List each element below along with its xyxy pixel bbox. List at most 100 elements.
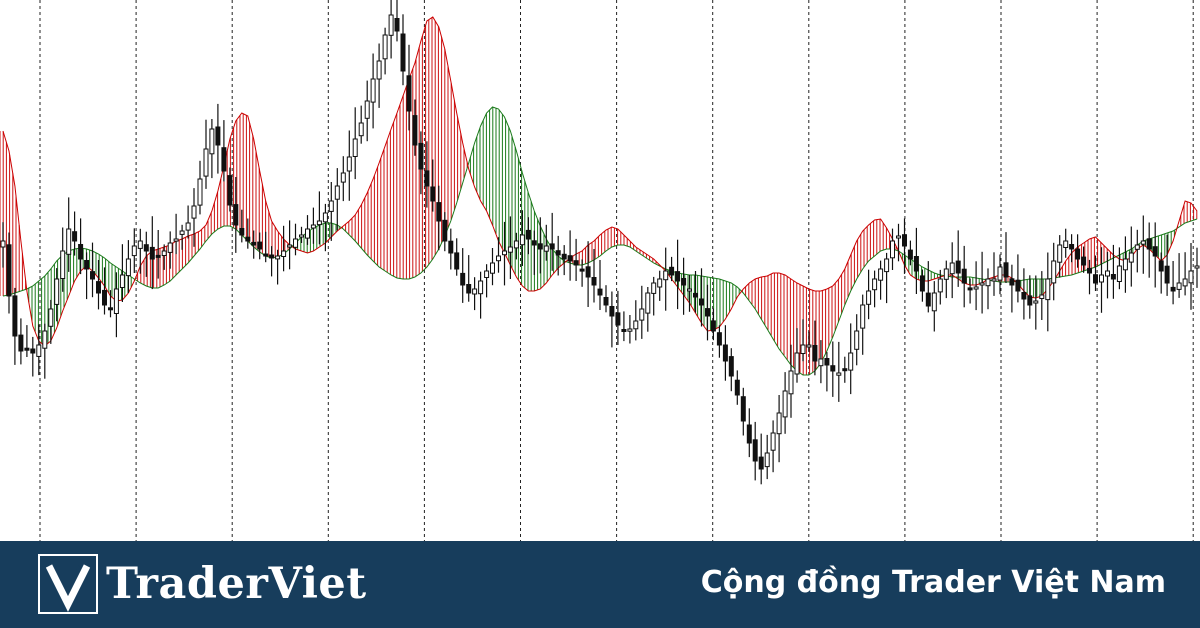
candle-body [54, 278, 60, 305]
candle [675, 239, 681, 310]
candle [36, 324, 42, 376]
candle-body [310, 224, 316, 229]
candle-body [287, 244, 293, 248]
candle [1140, 215, 1146, 274]
candle [722, 325, 728, 381]
candle-body [591, 277, 597, 286]
candle [979, 251, 985, 314]
candle [0, 222, 6, 268]
candle [424, 141, 430, 208]
candle-body [1152, 246, 1158, 257]
candle [1003, 232, 1009, 283]
candle-body [979, 282, 985, 286]
candle-body [961, 268, 967, 284]
candle-body [657, 278, 663, 288]
candle [633, 300, 639, 341]
candle-body [848, 352, 854, 371]
candle [209, 119, 215, 179]
candle [597, 260, 603, 310]
candle [1093, 255, 1098, 291]
candle-body [1122, 258, 1128, 271]
candle [561, 245, 567, 276]
candle-body [66, 228, 72, 255]
candle-body [824, 358, 830, 366]
candle [245, 218, 251, 249]
candle [257, 232, 263, 260]
candle [1105, 252, 1110, 299]
candle [364, 80, 370, 142]
candle-body [233, 204, 239, 226]
candle [848, 323, 854, 395]
candle [1057, 235, 1063, 278]
candle-body [818, 358, 824, 367]
candle-body [221, 147, 227, 172]
candle-body [949, 262, 955, 275]
candle-body [854, 330, 860, 350]
candle-body [251, 241, 257, 246]
candle [263, 231, 269, 263]
candle [251, 230, 257, 259]
candle [143, 231, 149, 277]
candle [346, 130, 352, 201]
candle [1069, 234, 1075, 263]
candle-body [466, 284, 472, 294]
candle [1182, 252, 1188, 296]
candle [6, 232, 12, 314]
logo[interactable]: TraderViet [38, 551, 367, 617]
candle-body [0, 240, 6, 248]
candle [663, 247, 669, 311]
candle [746, 408, 752, 458]
candle [1045, 252, 1051, 332]
candle-body [1134, 244, 1140, 250]
candle-body [907, 249, 913, 260]
candle-body [788, 370, 794, 395]
candle-body [728, 356, 734, 377]
candle [507, 216, 513, 279]
candle-body [1164, 265, 1170, 284]
candle-body [269, 254, 275, 259]
candle-body [884, 258, 890, 273]
candle-body [693, 292, 698, 298]
candle-body [937, 278, 943, 293]
candle [472, 277, 478, 311]
candle [358, 105, 364, 144]
candle [442, 212, 448, 252]
candle-body [78, 244, 84, 260]
candle [651, 276, 657, 316]
candle-body [925, 292, 931, 307]
candle-body [543, 245, 549, 252]
candle-body [1176, 282, 1182, 290]
candle [1176, 253, 1182, 298]
candle-body [1116, 265, 1122, 282]
candle [316, 191, 322, 245]
candle [1099, 247, 1104, 313]
candlestick-chart [0, 0, 1200, 541]
candle [1027, 275, 1033, 319]
candle-body [1081, 256, 1087, 266]
candle [907, 240, 913, 266]
grid-lines [39, 0, 1194, 541]
candle [436, 185, 442, 251]
candle-body [639, 308, 645, 321]
candle-body [931, 292, 937, 312]
candle [705, 284, 710, 341]
candle-body [1003, 262, 1009, 278]
candle-body [370, 78, 376, 103]
candle [943, 260, 949, 299]
candle [579, 259, 585, 287]
candle-body [90, 271, 95, 280]
candle-body [806, 344, 812, 348]
candle [352, 107, 358, 180]
candle-body [710, 320, 716, 332]
candle-body [794, 352, 800, 375]
candle-body [108, 307, 113, 311]
candle [919, 269, 925, 302]
candle-body [1087, 267, 1092, 274]
candle [830, 341, 836, 397]
candle-body [609, 306, 615, 317]
candle-body [1009, 278, 1015, 286]
candle-body [1110, 274, 1116, 280]
candle-body [496, 255, 501, 262]
candle-body [770, 432, 776, 451]
candle [287, 220, 293, 270]
